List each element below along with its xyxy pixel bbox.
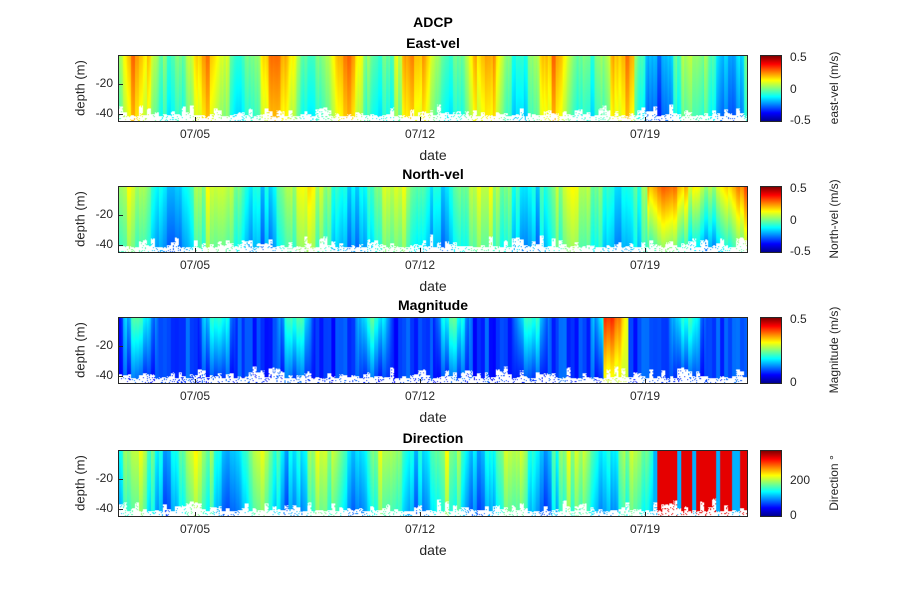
y-tick-mark (118, 83, 123, 85)
colorbar-label: Magnitude (m/s) (827, 306, 841, 394)
y-tick-label: -40 (95, 105, 113, 120)
colorbar-label: east-vel (m/s) (827, 51, 841, 125)
panel-direction: Direction depth (m) -20 -40 07/05 07/12 07/19 d… (0, 430, 900, 585)
colorbar-tick-label: -0.5 (790, 113, 811, 127)
panel-title: Magnitude (398, 297, 468, 313)
x-tick-label: 07/19 (629, 127, 661, 141)
heatmap-plot (118, 186, 748, 253)
y-tick-mark (118, 375, 123, 377)
heatmap-plot (118, 55, 748, 122)
heatmap-plot (118, 450, 748, 517)
x-axis-label: date (419, 409, 447, 425)
y-tick-mark (118, 244, 123, 246)
y-tick-label: -20 (95, 337, 113, 352)
y-tick-label: -20 (95, 470, 113, 485)
x-tick-label: 07/12 (404, 389, 436, 403)
x-tick-mark (420, 379, 421, 384)
x-tick-mark (195, 379, 196, 384)
x-tick-label: 07/19 (629, 389, 661, 403)
colorbar-tick-label: 0.5 (790, 312, 807, 326)
colorbar-tick-label: 0.5 (790, 181, 807, 195)
colorbar (760, 317, 782, 384)
colorbar-tick-label: -0.5 (790, 244, 811, 258)
x-tick-mark (645, 512, 646, 517)
x-tick-label: 07/19 (629, 258, 661, 272)
colorbar-tick-label: 0 (790, 212, 797, 227)
x-tick-label: 07/05 (179, 258, 211, 272)
x-axis-label: date (419, 542, 447, 558)
x-tick-mark (420, 512, 421, 517)
y-tick-label: -20 (95, 206, 113, 221)
x-tick-label: 07/19 (629, 522, 661, 536)
y-tick-mark (118, 478, 123, 480)
colorbar-tick-label: 0 (790, 375, 797, 389)
y-tick-mark (118, 508, 123, 510)
y-axis-label: depth (m) (72, 60, 88, 116)
y-tick-mark (118, 345, 123, 347)
colorbar (760, 186, 782, 253)
panel-title: East-vel (406, 35, 460, 51)
x-tick-mark (420, 117, 421, 122)
x-tick-label: 07/05 (179, 522, 211, 536)
colorbar-label: North-vel (m/s) (827, 179, 841, 259)
x-tick-mark (195, 117, 196, 122)
y-axis-label: depth (m) (72, 322, 88, 378)
x-tick-mark (195, 248, 196, 253)
y-tick-label: -40 (95, 500, 113, 515)
colorbar-tick-label: 200 (790, 472, 811, 487)
x-tick-mark (420, 248, 421, 253)
heatmap-plot (118, 317, 748, 384)
y-axis-label: depth (m) (72, 455, 88, 511)
x-tick-mark (645, 117, 646, 122)
y-tick-mark (118, 113, 123, 115)
y-tick-mark (118, 214, 123, 216)
x-tick-mark (645, 248, 646, 253)
panel-north-vel: North-vel depth (m) -20 -40 07/05 07/12 07/19 d… (0, 166, 900, 321)
x-tick-label: 07/12 (404, 258, 436, 272)
x-tick-mark (645, 379, 646, 384)
colorbar-label: Direction ° (827, 455, 841, 511)
x-tick-label: 07/05 (179, 127, 211, 141)
y-tick-label: -40 (95, 367, 113, 382)
x-tick-mark (195, 512, 196, 517)
panel-title: Direction (402, 430, 464, 446)
colorbar-tick-label: 0 (790, 81, 797, 96)
x-tick-label: 07/12 (404, 127, 436, 141)
y-axis-label: depth (m) (72, 191, 88, 247)
y-tick-label: -40 (95, 236, 113, 251)
panel-east-vel: East-vel depth (m) -20 -40 07/05 07/12 07/19 da… (0, 35, 900, 190)
x-tick-label: 07/12 (404, 522, 436, 536)
x-axis-label: date (419, 147, 447, 163)
colorbar-tick-label: 0 (790, 508, 797, 522)
colorbar (760, 450, 782, 517)
figure-title: ADCP (413, 14, 453, 30)
colorbar-tick-label: 0.5 (790, 50, 807, 64)
panel-title: North-vel (402, 166, 464, 182)
x-tick-label: 07/05 (179, 389, 211, 403)
y-tick-label: -20 (95, 75, 113, 90)
panel-magnitude: Magnitude depth (m) -20 -40 07/05 07/12 07/19 d… (0, 297, 900, 452)
x-axis-label: date (419, 278, 447, 294)
colorbar (760, 55, 782, 122)
